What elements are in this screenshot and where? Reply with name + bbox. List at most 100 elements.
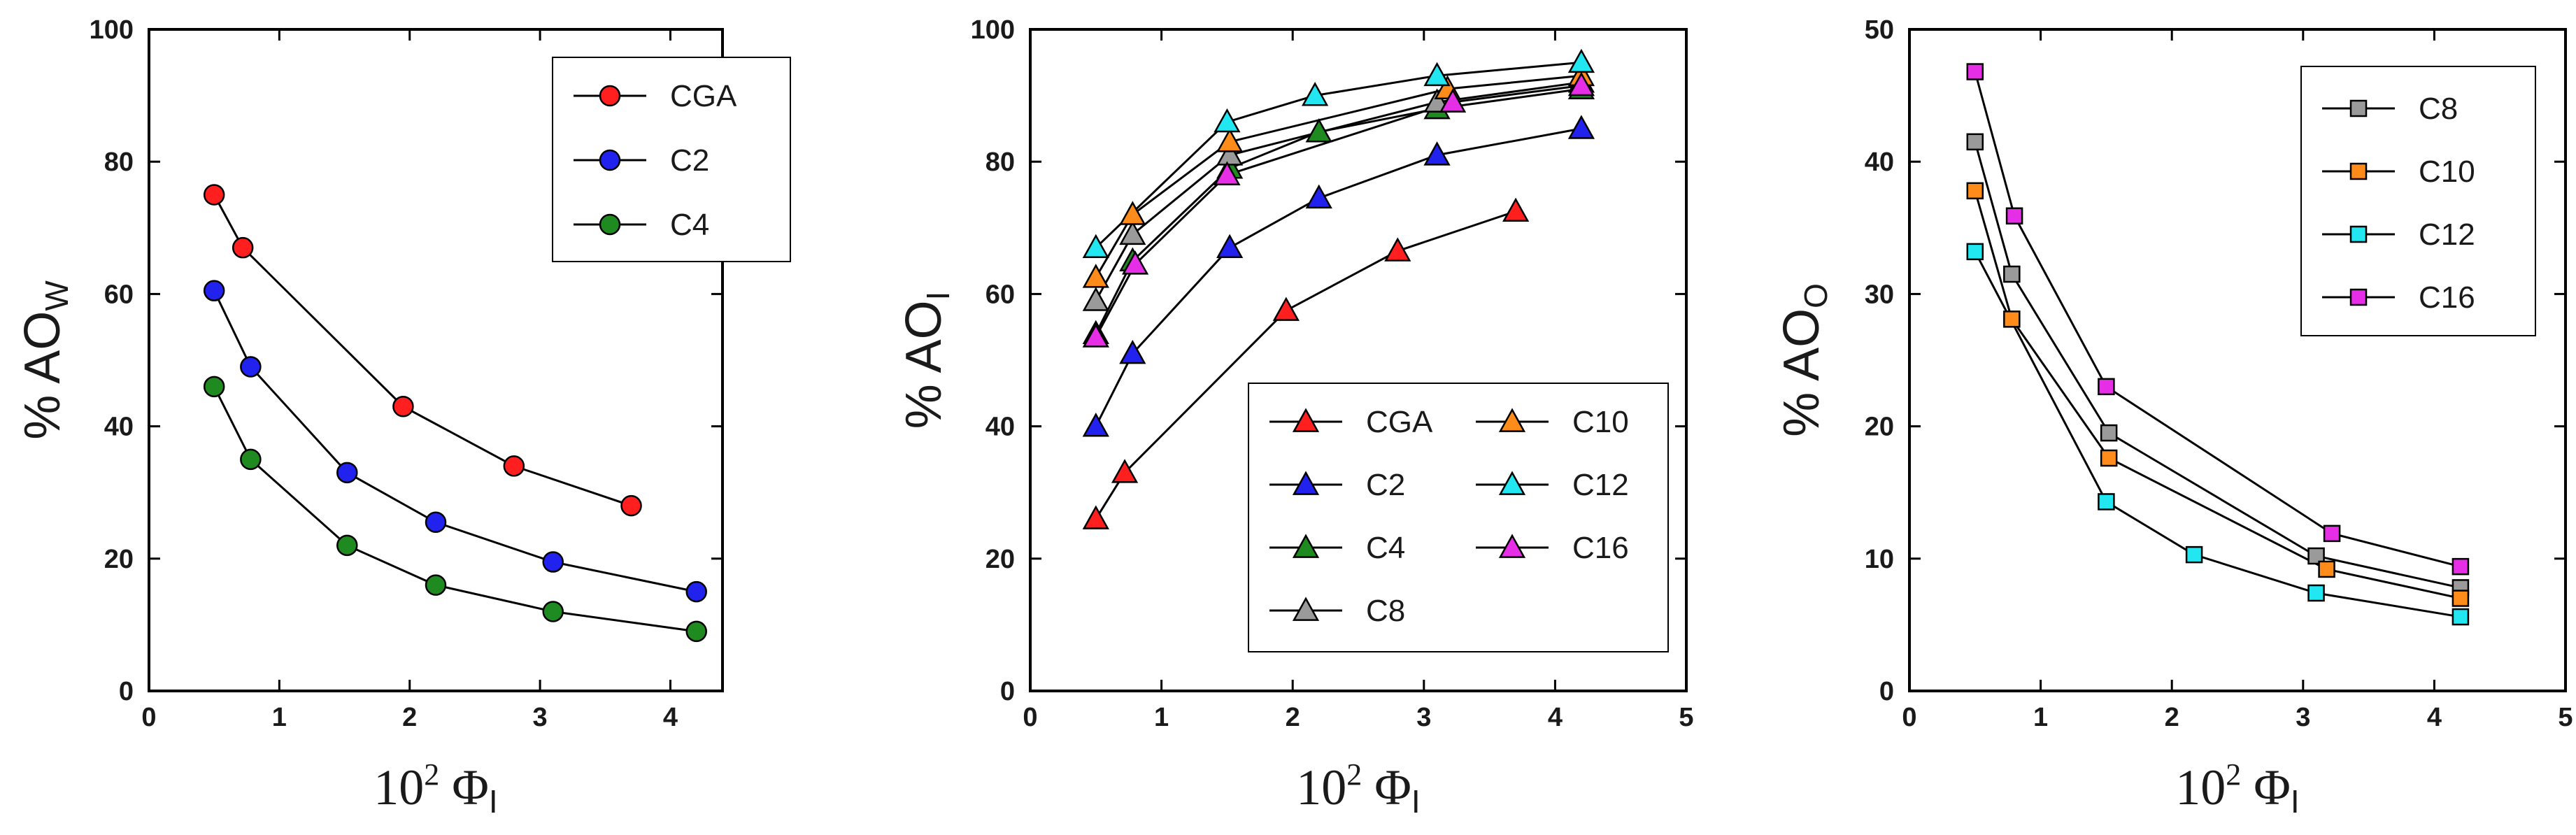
legend-marker-c8 (1292, 597, 1320, 621)
data-point-c4 (336, 534, 358, 557)
legend-marker-c12 (2349, 225, 2368, 243)
legend-label: C2 (670, 143, 709, 178)
legend-marker-cga (1292, 408, 1320, 432)
x-tick-label: 3 (533, 703, 548, 732)
data-point-c4 (542, 601, 564, 622)
data-point-c16 (1966, 63, 1984, 80)
data-point-cga (232, 236, 254, 259)
data-point-c16 (1567, 71, 1595, 97)
data-point-cga (1082, 505, 1109, 529)
y-tick-label: 80 (104, 148, 134, 177)
y-tick-label: 20 (985, 545, 1015, 574)
data-point-c16 (2098, 378, 2115, 396)
legend-marker-c4 (1292, 534, 1320, 558)
data-point-c2 (425, 511, 447, 534)
x-tick-label: 3 (1416, 703, 1431, 732)
legend-box (1248, 383, 1669, 652)
data-point-cga (1111, 459, 1139, 483)
y-tick-label: 100 (971, 15, 1015, 45)
y-tick-label: 60 (985, 280, 1015, 309)
x-axis-title-symbol: Φ (2241, 759, 2291, 815)
y-tick-label: 80 (985, 148, 1015, 177)
y-tick-label: 40 (104, 413, 134, 442)
y-axis-title: % AOO (1774, 283, 1834, 437)
data-point-c2 (203, 280, 225, 301)
x-tick-label: 0 (141, 703, 156, 732)
legend-label: C8 (1366, 594, 1405, 628)
data-point-c2 (1423, 141, 1451, 166)
data-point-c8 (1216, 141, 1244, 166)
x-axis-title-sub: I (489, 783, 498, 820)
data-point-c10 (2003, 311, 2021, 328)
legend-label: C4 (1366, 531, 1405, 565)
x-tick-label: 2 (402, 703, 417, 732)
data-point-c10 (1216, 128, 1244, 152)
x-tick-label: 1 (272, 703, 287, 732)
legend-label: C16 (2419, 280, 2475, 315)
x-tick-label: 3 (2296, 703, 2310, 732)
data-point-c16 (1121, 250, 1149, 275)
data-point-c8 (2003, 265, 2021, 283)
x-axis-title-sub: I (2291, 783, 2300, 820)
x-axis-title-main: 10 (2175, 759, 2226, 815)
legend-marker-c2 (599, 149, 621, 171)
data-point-c12 (2307, 584, 2325, 602)
data-point-cga (203, 184, 225, 206)
data-point-c8 (2307, 547, 2325, 565)
legend-marker-c10 (2349, 162, 2368, 180)
y-axis-title-sub: O (1798, 283, 1834, 308)
data-point-c12 (1966, 243, 1984, 261)
x-tick-label: 5 (2558, 703, 2573, 732)
data-point-c2 (542, 551, 564, 573)
data-point-c2 (1305, 184, 1332, 209)
legend-label: C12 (2419, 217, 2475, 252)
data-point-c8 (1082, 287, 1109, 311)
legend-label: C10 (2419, 155, 2475, 189)
legend-label: CGA (1366, 405, 1433, 439)
data-point-c2 (240, 356, 262, 378)
data-point-c12 (2098, 493, 2115, 511)
x-axis-title-sup: 2 (424, 757, 439, 792)
data-point-c16 (2323, 524, 2341, 543)
y-tick-label: 0 (119, 677, 134, 706)
data-point-c4 (203, 376, 225, 398)
y-axis-title: % AOI (896, 292, 956, 429)
data-point-c10 (2318, 560, 2335, 578)
x-tick-label: 5 (1679, 703, 1693, 732)
legend-marker-c16 (1498, 534, 1526, 558)
data-point-cga (392, 395, 414, 418)
x-axis-title: 102 ΦI (2175, 757, 2299, 820)
legend-label: C10 (1572, 405, 1629, 439)
data-point-c4 (685, 620, 707, 643)
data-point-c2 (1082, 413, 1109, 437)
data-point-cga (1384, 237, 1411, 262)
x-axis-title-main: 10 (373, 759, 424, 815)
data-point-c4 (425, 574, 447, 596)
plot-frame (148, 28, 724, 692)
x-axis-title-symbol: Φ (1362, 759, 1411, 815)
data-point-c16 (2005, 207, 2023, 225)
x-tick-label: 4 (2427, 703, 2442, 732)
data-point-c2 (1216, 234, 1244, 259)
legend-marker-c2 (1292, 471, 1320, 495)
data-point-c12 (1567, 48, 1595, 73)
y-tick-label: 40 (1865, 148, 1894, 177)
legend-marker-c10 (1498, 408, 1526, 432)
x-tick-label: 0 (1902, 703, 1916, 732)
legend-label: C2 (1366, 468, 1405, 502)
x-axis-title-sup: 2 (2226, 757, 2241, 792)
legend-marker-c8 (2349, 99, 2368, 117)
legend-label: C8 (2419, 92, 2458, 126)
x-tick-label: 1 (2033, 703, 2048, 732)
x-tick-label: 0 (1023, 703, 1037, 732)
x-axis-title: 102 ΦI (373, 757, 497, 820)
data-point-c10 (1966, 182, 1984, 200)
y-tick-label: 60 (104, 280, 134, 309)
series-line-c2 (1095, 127, 1582, 427)
data-point-c10 (1119, 201, 1146, 225)
y-axis-title-sub: W (38, 280, 75, 311)
data-point-c12 (1214, 108, 1241, 133)
